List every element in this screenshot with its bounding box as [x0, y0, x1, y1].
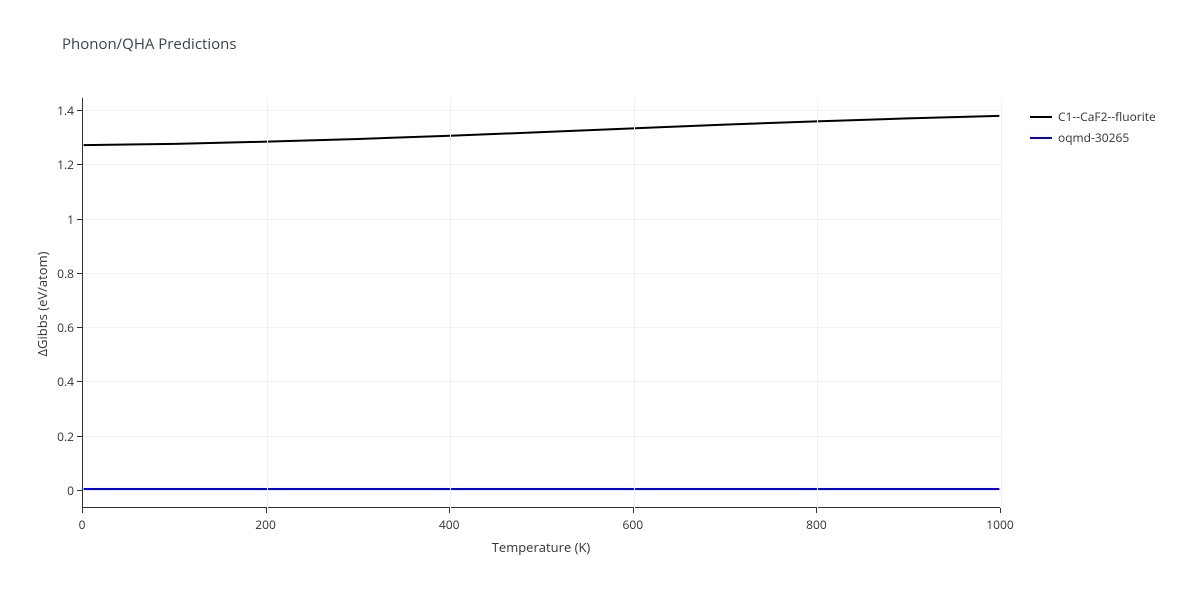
legend-label: C1--CaF2--fluorite	[1058, 108, 1156, 125]
grid-line-vertical	[267, 98, 268, 508]
grid-line-horizontal	[83, 273, 1001, 274]
y-tick-label: 0.8	[34, 265, 74, 282]
legend-swatch	[1030, 137, 1052, 139]
y-tick-label: 0.6	[34, 319, 74, 336]
plot-area	[82, 98, 1000, 508]
y-tick-label: 0.2	[34, 428, 74, 445]
series-line[interactable]	[84, 116, 1000, 145]
grid-line-horizontal	[83, 327, 1001, 328]
y-tick-mark	[77, 327, 82, 328]
grid-line-vertical	[817, 98, 818, 508]
grid-line-vertical	[1001, 98, 1002, 508]
y-tick-label: 0	[34, 482, 74, 499]
chart-title: Phonon/QHA Predictions	[62, 34, 237, 54]
x-tick-mark	[1000, 508, 1001, 513]
series-layer	[83, 98, 1000, 507]
x-tick-label: 1000	[980, 516, 1020, 533]
x-tick-mark	[82, 508, 83, 513]
grid-line-horizontal	[83, 110, 1001, 111]
y-tick-label: 1.2	[34, 156, 74, 173]
legend: C1--CaF2--fluorite oqmd-30265	[1030, 108, 1156, 150]
x-tick-mark	[633, 508, 634, 513]
legend-swatch	[1030, 116, 1052, 118]
y-tick-label: 1	[34, 211, 74, 228]
grid-line-horizontal	[83, 219, 1001, 220]
x-tick-label: 0	[62, 516, 102, 533]
y-tick-mark	[77, 436, 82, 437]
legend-label: oqmd-30265	[1058, 129, 1129, 146]
y-tick-label: 0.4	[34, 373, 74, 390]
grid-line-horizontal	[83, 436, 1001, 437]
y-tick-mark	[77, 110, 82, 111]
y-axis-title: ΔGibbs (eV/atom)	[33, 224, 51, 384]
x-axis-title: Temperature (K)	[481, 538, 601, 556]
grid-line-vertical	[450, 98, 451, 508]
grid-line-horizontal	[83, 164, 1001, 165]
legend-item[interactable]: oqmd-30265	[1030, 129, 1156, 146]
legend-item[interactable]: C1--CaF2--fluorite	[1030, 108, 1156, 125]
grid-line-vertical	[634, 98, 635, 508]
grid-line-horizontal	[83, 490, 1001, 491]
y-tick-mark	[77, 219, 82, 220]
x-tick-mark	[266, 508, 267, 513]
x-tick-mark	[449, 508, 450, 513]
y-tick-mark	[77, 490, 82, 491]
y-tick-mark	[77, 164, 82, 165]
y-tick-mark	[77, 381, 82, 382]
grid-line-horizontal	[83, 381, 1001, 382]
x-tick-label: 800	[796, 516, 836, 533]
x-tick-label: 400	[429, 516, 469, 533]
x-tick-label: 200	[246, 516, 286, 533]
y-tick-mark	[77, 273, 82, 274]
x-tick-label: 600	[613, 516, 653, 533]
x-tick-mark	[816, 508, 817, 513]
y-tick-label: 1.4	[34, 102, 74, 119]
